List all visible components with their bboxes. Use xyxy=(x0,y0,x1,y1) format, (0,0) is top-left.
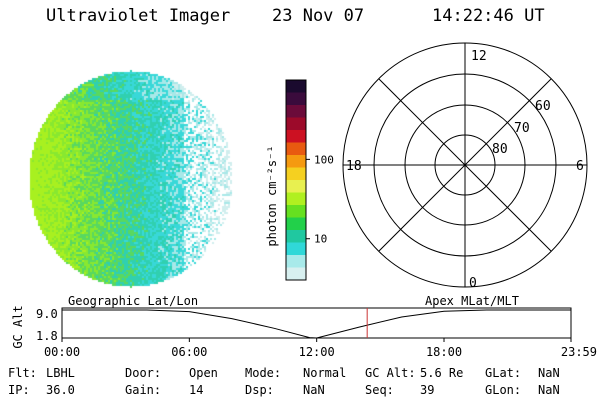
gc-altitude-curve xyxy=(62,309,571,339)
status-value: 39 xyxy=(420,383,435,397)
color-scale-tick-label: 10 xyxy=(314,233,327,246)
color-swatch xyxy=(286,242,306,256)
mlt-label-left: 18 xyxy=(346,159,362,174)
image-time: 14:22:46 UT xyxy=(432,6,545,26)
lat-label-60: 60 xyxy=(535,99,551,114)
instrument-title: Ultraviolet Imager xyxy=(46,6,231,26)
polar-mlt-grid: 12 18 6 0 60 70 80 xyxy=(342,42,588,291)
mlt-label-bottom: 0 xyxy=(469,276,477,291)
status-label: Flt: xyxy=(8,366,37,380)
timeline-x-tick-label: 23:59 xyxy=(561,345,597,359)
image-date: 23 Nov 07 xyxy=(272,6,365,26)
timeline-y-axis-label: GC Alt xyxy=(11,305,25,348)
status-label: Mode: xyxy=(245,366,282,380)
status-label: GLat: xyxy=(485,366,522,380)
status-label: Seq: xyxy=(365,383,394,397)
color-swatch xyxy=(286,80,306,93)
status-label: IP: xyxy=(8,383,30,397)
polar-diagonal-2 xyxy=(378,78,552,252)
timeline-x-tick-label: 12:00 xyxy=(299,345,335,359)
color-swatch xyxy=(286,130,306,143)
color-scale-unit: photon cm⁻²s⁻¹ xyxy=(265,145,279,246)
status-label: Gain: xyxy=(125,383,162,397)
timeline-y-tick-bottom: 1.8 xyxy=(36,329,58,343)
status-value: 36.0 xyxy=(46,383,75,397)
mlt-label-top: 12 xyxy=(471,49,487,64)
status-value: NaN xyxy=(538,366,560,380)
status-label: Dsp: xyxy=(245,383,274,397)
status-label: GC Alt: xyxy=(365,366,416,380)
timeline-y-tick-top: 9.0 xyxy=(36,307,58,321)
color-swatch xyxy=(286,205,306,218)
color-swatch xyxy=(286,142,306,156)
status-value: NaN xyxy=(538,383,560,397)
lat-label-80: 80 xyxy=(492,142,508,157)
color-swatch xyxy=(286,267,306,281)
timeline-x-tick-label: 18:00 xyxy=(426,345,462,359)
color-swatch xyxy=(286,92,306,106)
status-value: LBHL xyxy=(46,366,75,380)
status-value: Open xyxy=(189,366,218,380)
status-label: Door: xyxy=(125,366,162,380)
timeline-frame xyxy=(61,307,572,339)
status-value: NaN xyxy=(303,383,325,397)
mlt-label-right: 6 xyxy=(576,159,584,174)
color-swatch xyxy=(286,105,306,118)
timeline-x-tick-label: 00:00 xyxy=(44,345,80,359)
color-swatch xyxy=(286,180,306,193)
color-scale-tick-label: 100 xyxy=(314,153,334,166)
lat-label-70: 70 xyxy=(514,121,530,136)
color-scale-bar: 100 10 photon cm⁻²s⁻¹ xyxy=(265,79,334,281)
uv-image-panel xyxy=(18,60,248,290)
timeline-x-tick-label: 06:00 xyxy=(171,345,207,359)
timeline-right-title: Apex MLat/MLT xyxy=(425,294,519,308)
status-label: GLon: xyxy=(485,383,522,397)
color-swatch xyxy=(286,192,306,206)
status-value: 14 xyxy=(189,383,204,397)
orbit-timeline-chart[interactable]: GC Alt 9.0 1.8 00:00 06:00 12:00 18:00 23:59 xyxy=(0,300,600,370)
color-swatch xyxy=(286,117,306,131)
color-swatch xyxy=(286,167,306,181)
color-swatch xyxy=(286,155,306,168)
timeline-left-title: Geographic Lat/Lon xyxy=(68,294,199,308)
color-swatch xyxy=(286,255,306,268)
color-swatch xyxy=(286,230,306,243)
status-value: 5.6 Re xyxy=(420,366,464,380)
color-swatch xyxy=(286,217,306,231)
status-value: Normal xyxy=(303,366,347,380)
